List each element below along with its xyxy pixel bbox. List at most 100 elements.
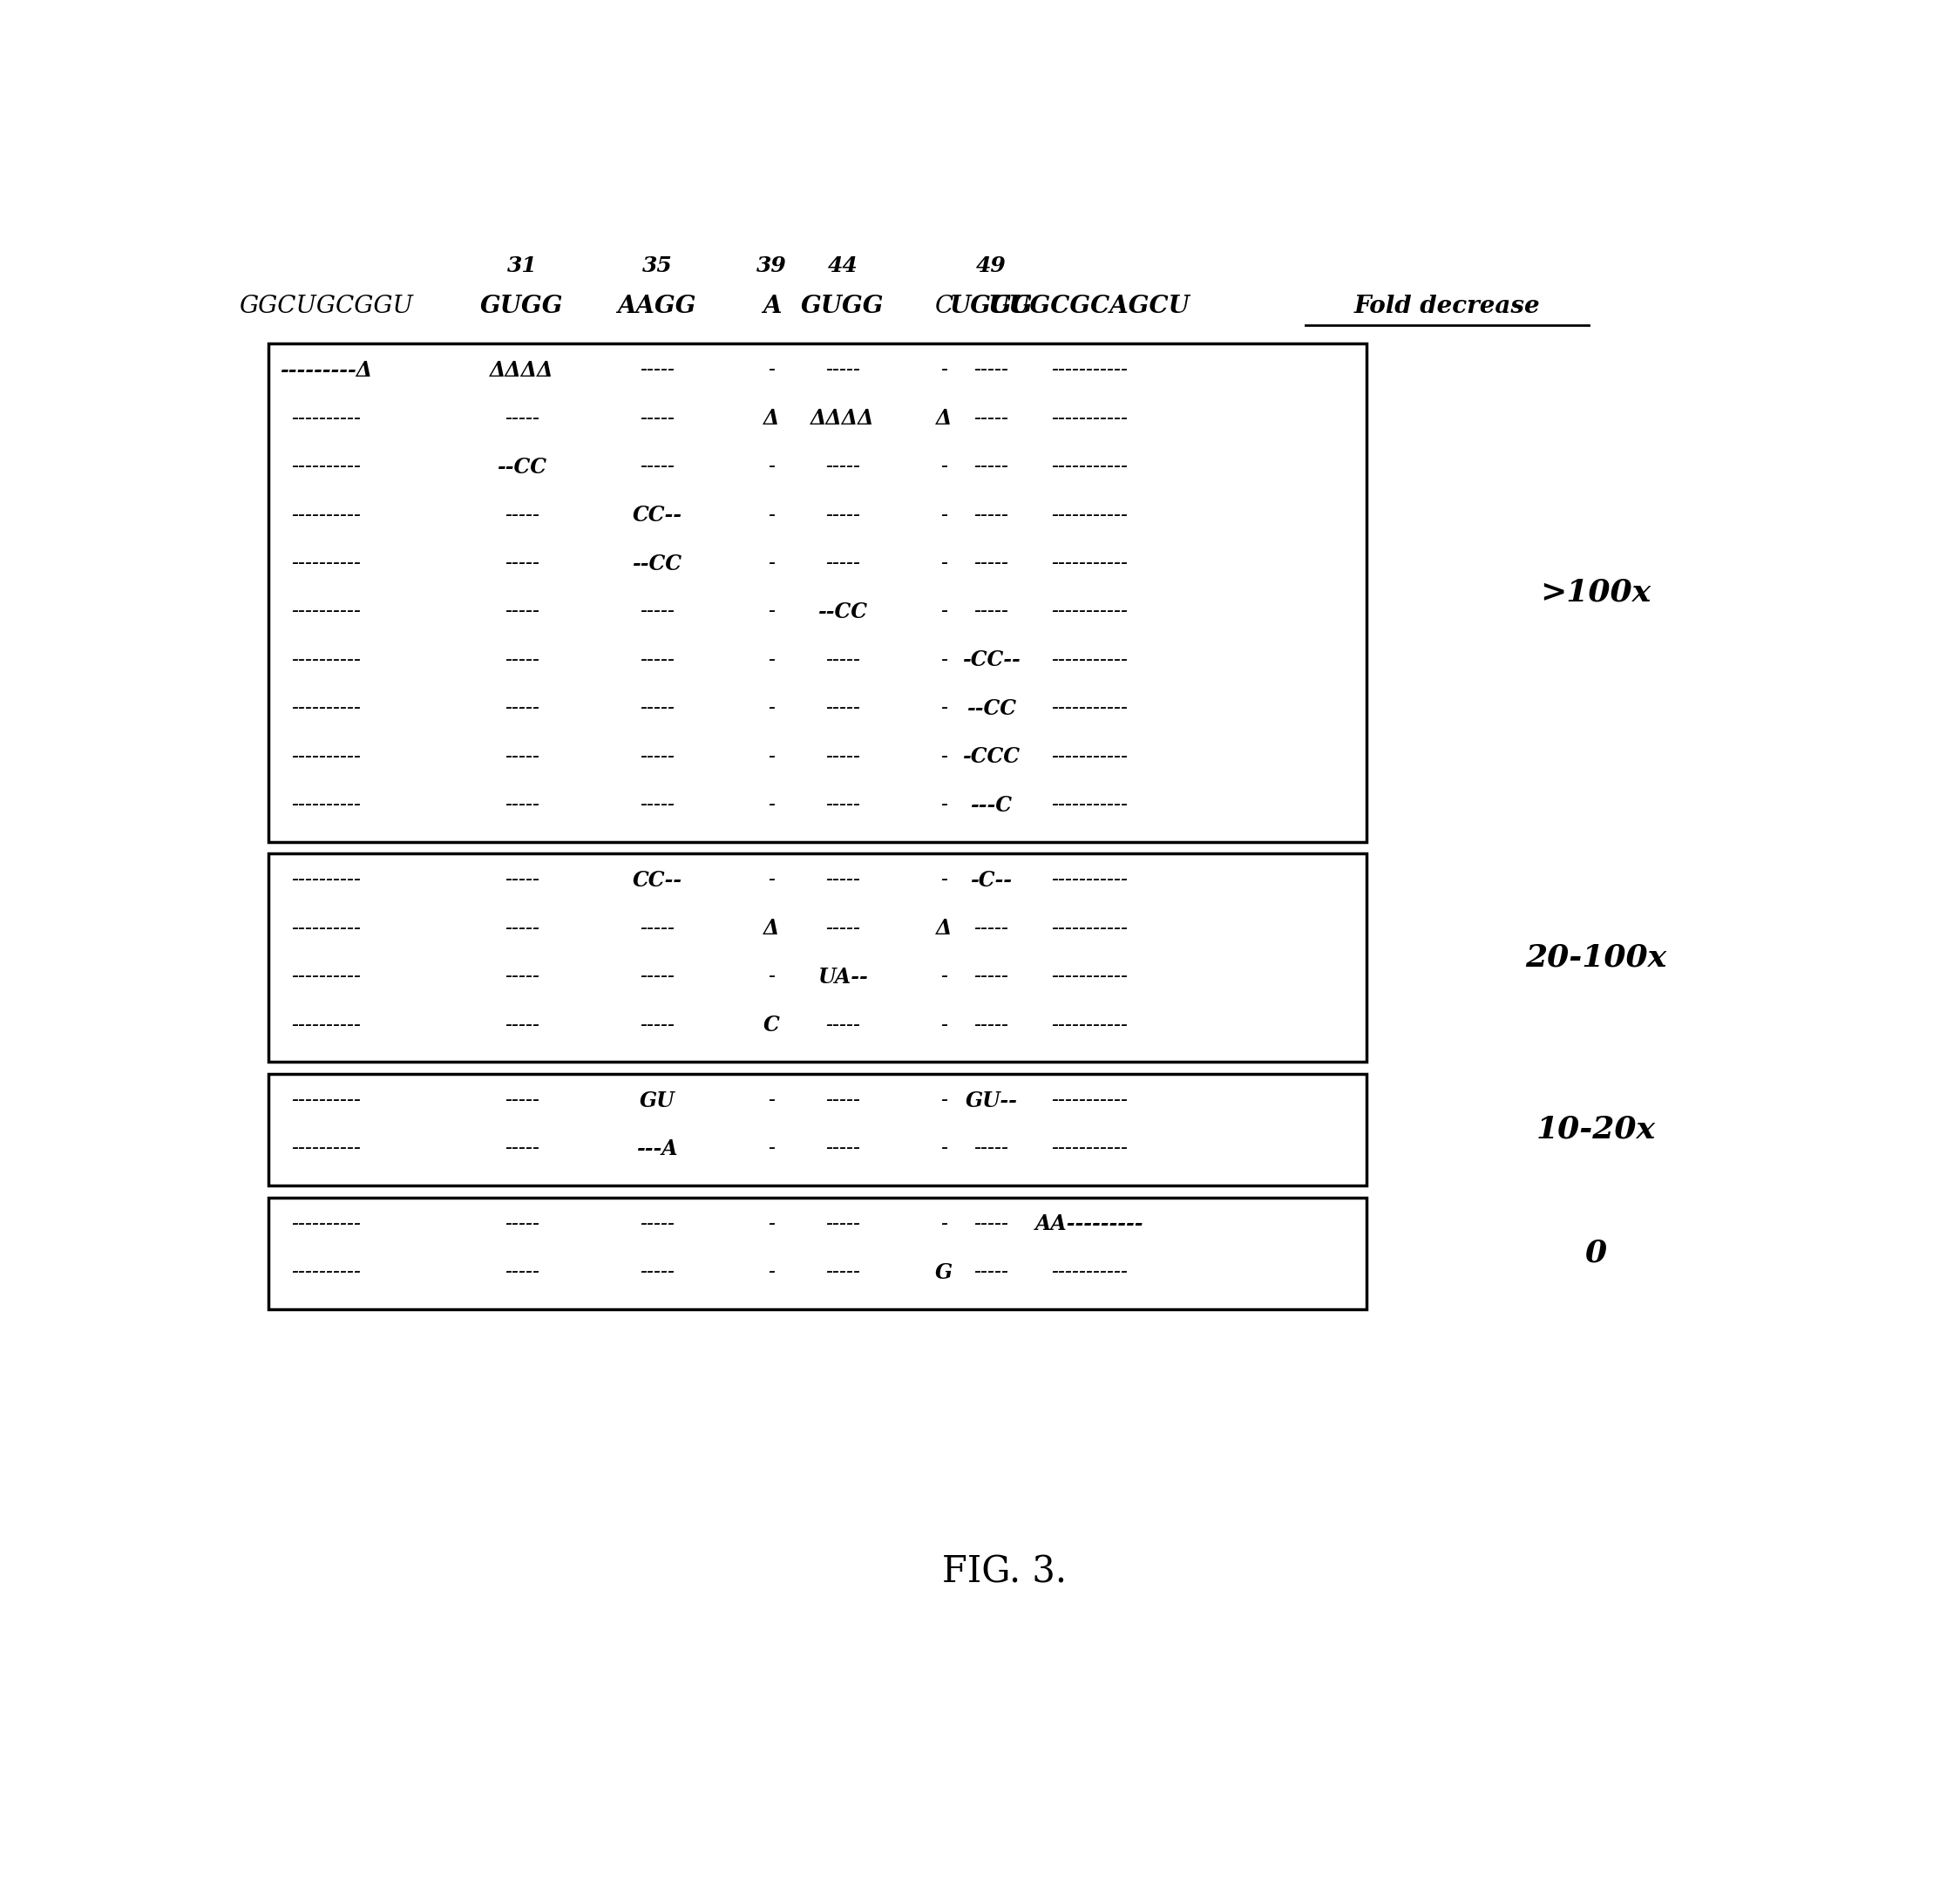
- Text: -----: -----: [825, 1139, 860, 1158]
- Text: Δ: Δ: [937, 919, 953, 940]
- Text: -----------: -----------: [1051, 409, 1127, 428]
- Text: ----------: ----------: [292, 553, 361, 574]
- Text: -----: -----: [504, 553, 539, 574]
- Text: ----------: ----------: [292, 456, 361, 477]
- Text: -: -: [941, 359, 947, 380]
- Text: -----: -----: [639, 919, 674, 940]
- Bar: [269, 1075, 1366, 1185]
- Text: -----------: -----------: [1051, 919, 1127, 940]
- Text: -----: -----: [974, 553, 1009, 574]
- Text: GUGG: GUGG: [802, 295, 884, 318]
- Text: -----: -----: [974, 456, 1009, 477]
- Text: -----: -----: [974, 506, 1009, 525]
- Text: -----: -----: [504, 650, 539, 670]
- Text: ----------: ----------: [292, 1213, 361, 1234]
- Text: >100x: >100x: [1541, 578, 1650, 607]
- Text: AAGG: AAGG: [617, 295, 696, 318]
- Text: -----: -----: [825, 359, 860, 380]
- Text: -: -: [768, 1263, 776, 1282]
- Text: -----------: -----------: [1051, 553, 1127, 574]
- Text: -----------: -----------: [1051, 1090, 1127, 1111]
- Text: -----: -----: [639, 650, 674, 670]
- Text: -----: -----: [639, 456, 674, 477]
- Text: Δ: Δ: [764, 409, 780, 430]
- Text: -----: -----: [639, 1016, 674, 1035]
- Text: -----: -----: [639, 409, 674, 428]
- Text: -----: -----: [504, 506, 539, 525]
- Text: -----: -----: [825, 747, 860, 767]
- Text: -: -: [941, 698, 947, 719]
- Text: --CC: --CC: [498, 456, 547, 477]
- Text: -----------: -----------: [1051, 1139, 1127, 1158]
- Text: 31: 31: [508, 255, 537, 276]
- Text: -----------: -----------: [1051, 747, 1127, 767]
- Text: AA---------: AA---------: [1035, 1213, 1143, 1234]
- Text: -CC--: -CC--: [962, 650, 1021, 671]
- Text: -----: -----: [825, 795, 860, 816]
- Text: -----------: -----------: [1051, 871, 1127, 890]
- Text: -----: -----: [504, 747, 539, 767]
- Text: -: -: [941, 601, 947, 622]
- Text: -----: -----: [974, 1213, 1009, 1234]
- Text: -: -: [768, 601, 776, 622]
- Bar: [269, 1198, 1366, 1309]
- Text: ----------: ----------: [292, 1016, 361, 1035]
- Text: -----: -----: [639, 747, 674, 767]
- Text: GGCUGCGGU: GGCUGCGGU: [239, 295, 414, 318]
- Text: GU--: GU--: [964, 1090, 1017, 1111]
- Text: -: -: [941, 871, 947, 890]
- Text: -----: -----: [504, 1263, 539, 1282]
- Text: -----: -----: [974, 359, 1009, 380]
- Bar: [269, 854, 1366, 1061]
- Text: UGGG: UGGG: [951, 295, 1033, 318]
- Text: -----: -----: [504, 919, 539, 940]
- Text: -----: -----: [504, 966, 539, 987]
- Text: ----------: ----------: [292, 871, 361, 890]
- Text: -----: -----: [825, 1016, 860, 1035]
- Text: --CC: --CC: [633, 553, 682, 574]
- Text: ----------: ----------: [292, 747, 361, 767]
- Text: -----------: -----------: [1051, 966, 1127, 987]
- Text: -: -: [768, 795, 776, 816]
- Text: -----: -----: [639, 601, 674, 622]
- Text: -: -: [941, 650, 947, 670]
- Text: -----------: -----------: [1051, 1263, 1127, 1282]
- Text: ----------: ----------: [292, 409, 361, 428]
- Text: -----: -----: [504, 1139, 539, 1158]
- Text: -----: -----: [825, 650, 860, 670]
- Text: -: -: [768, 1213, 776, 1234]
- Text: CC--: CC--: [633, 504, 682, 525]
- Text: 44: 44: [827, 255, 858, 276]
- Text: GU: GU: [639, 1090, 674, 1111]
- Text: --CC: --CC: [817, 601, 868, 622]
- Text: 10-20x: 10-20x: [1537, 1115, 1656, 1145]
- Text: G: G: [935, 1261, 953, 1282]
- Text: -: -: [941, 1213, 947, 1234]
- Text: 0: 0: [1586, 1238, 1607, 1269]
- Text: -----: -----: [504, 601, 539, 622]
- Text: ----------: ----------: [292, 698, 361, 719]
- Text: -----: -----: [825, 698, 860, 719]
- Text: -----: -----: [639, 795, 674, 816]
- Text: ----------: ----------: [292, 1090, 361, 1111]
- Text: 49: 49: [976, 255, 1007, 276]
- Text: ----------: ----------: [292, 650, 361, 670]
- Text: ΔΔΔΔ: ΔΔΔΔ: [490, 359, 555, 380]
- Text: ----------: ----------: [292, 966, 361, 987]
- Text: -----: -----: [974, 966, 1009, 987]
- Text: A: A: [762, 295, 782, 318]
- Text: 39: 39: [757, 255, 788, 276]
- Text: -: -: [941, 966, 947, 987]
- Text: -: -: [941, 506, 947, 525]
- Text: ----------: ----------: [292, 1139, 361, 1158]
- Text: -: -: [768, 553, 776, 574]
- Text: --CC: --CC: [966, 698, 1015, 719]
- Text: -: -: [768, 506, 776, 525]
- Text: -----: -----: [825, 1090, 860, 1111]
- Text: -----: -----: [825, 919, 860, 940]
- Text: 20-100x: 20-100x: [1525, 943, 1666, 972]
- Text: -CCC: -CCC: [962, 746, 1019, 767]
- Text: -----: -----: [825, 553, 860, 574]
- Text: UUGCGCAGCU: UUGCGCAGCU: [988, 295, 1190, 318]
- Text: -: -: [768, 747, 776, 767]
